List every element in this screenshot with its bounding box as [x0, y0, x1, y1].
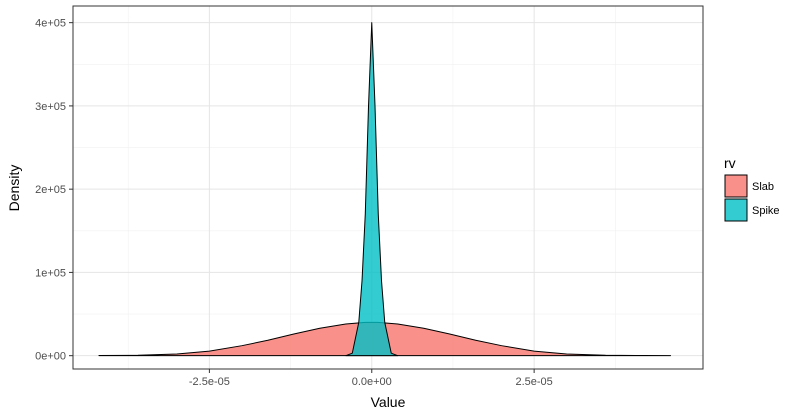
legend-title: rv	[724, 155, 736, 171]
y-tick-label: 4e+05	[35, 18, 66, 30]
legend-label-slab: Slab	[752, 181, 774, 193]
x-tick-label: -2.5e-05	[189, 376, 230, 388]
panel-border	[72, 5, 704, 370]
x-axis-title: Value	[371, 394, 406, 410]
panel-background	[73, 6, 703, 369]
x-tick-label: 2.5e-05	[515, 376, 552, 388]
y-tick-label: 2e+05	[35, 184, 66, 196]
density-areas	[98, 22, 672, 357]
legend-key-spike	[724, 198, 748, 222]
y-tick-label: 3e+05	[35, 101, 66, 113]
y-tick-label: 1e+05	[35, 267, 66, 279]
legend-items: Slab Spike	[724, 174, 780, 222]
legend-label-spike: Spike	[752, 205, 780, 217]
legend: rv Slab Spike	[724, 155, 780, 222]
legend-key-slab	[724, 174, 748, 198]
y-tick-label: 0e+00	[35, 351, 66, 363]
y-axis-ticks: 0e+00 1e+05 2e+05 3e+05 4e+05	[35, 18, 73, 363]
x-axis-ticks: -2.5e-05 0.0e+00 2.5e-05	[189, 369, 553, 388]
x-tick-label: 0.0e+00	[352, 376, 392, 388]
density-area-spike	[345, 22, 399, 357]
minor-gridlines	[73, 6, 703, 369]
y-axis-title: Density	[6, 165, 22, 212]
